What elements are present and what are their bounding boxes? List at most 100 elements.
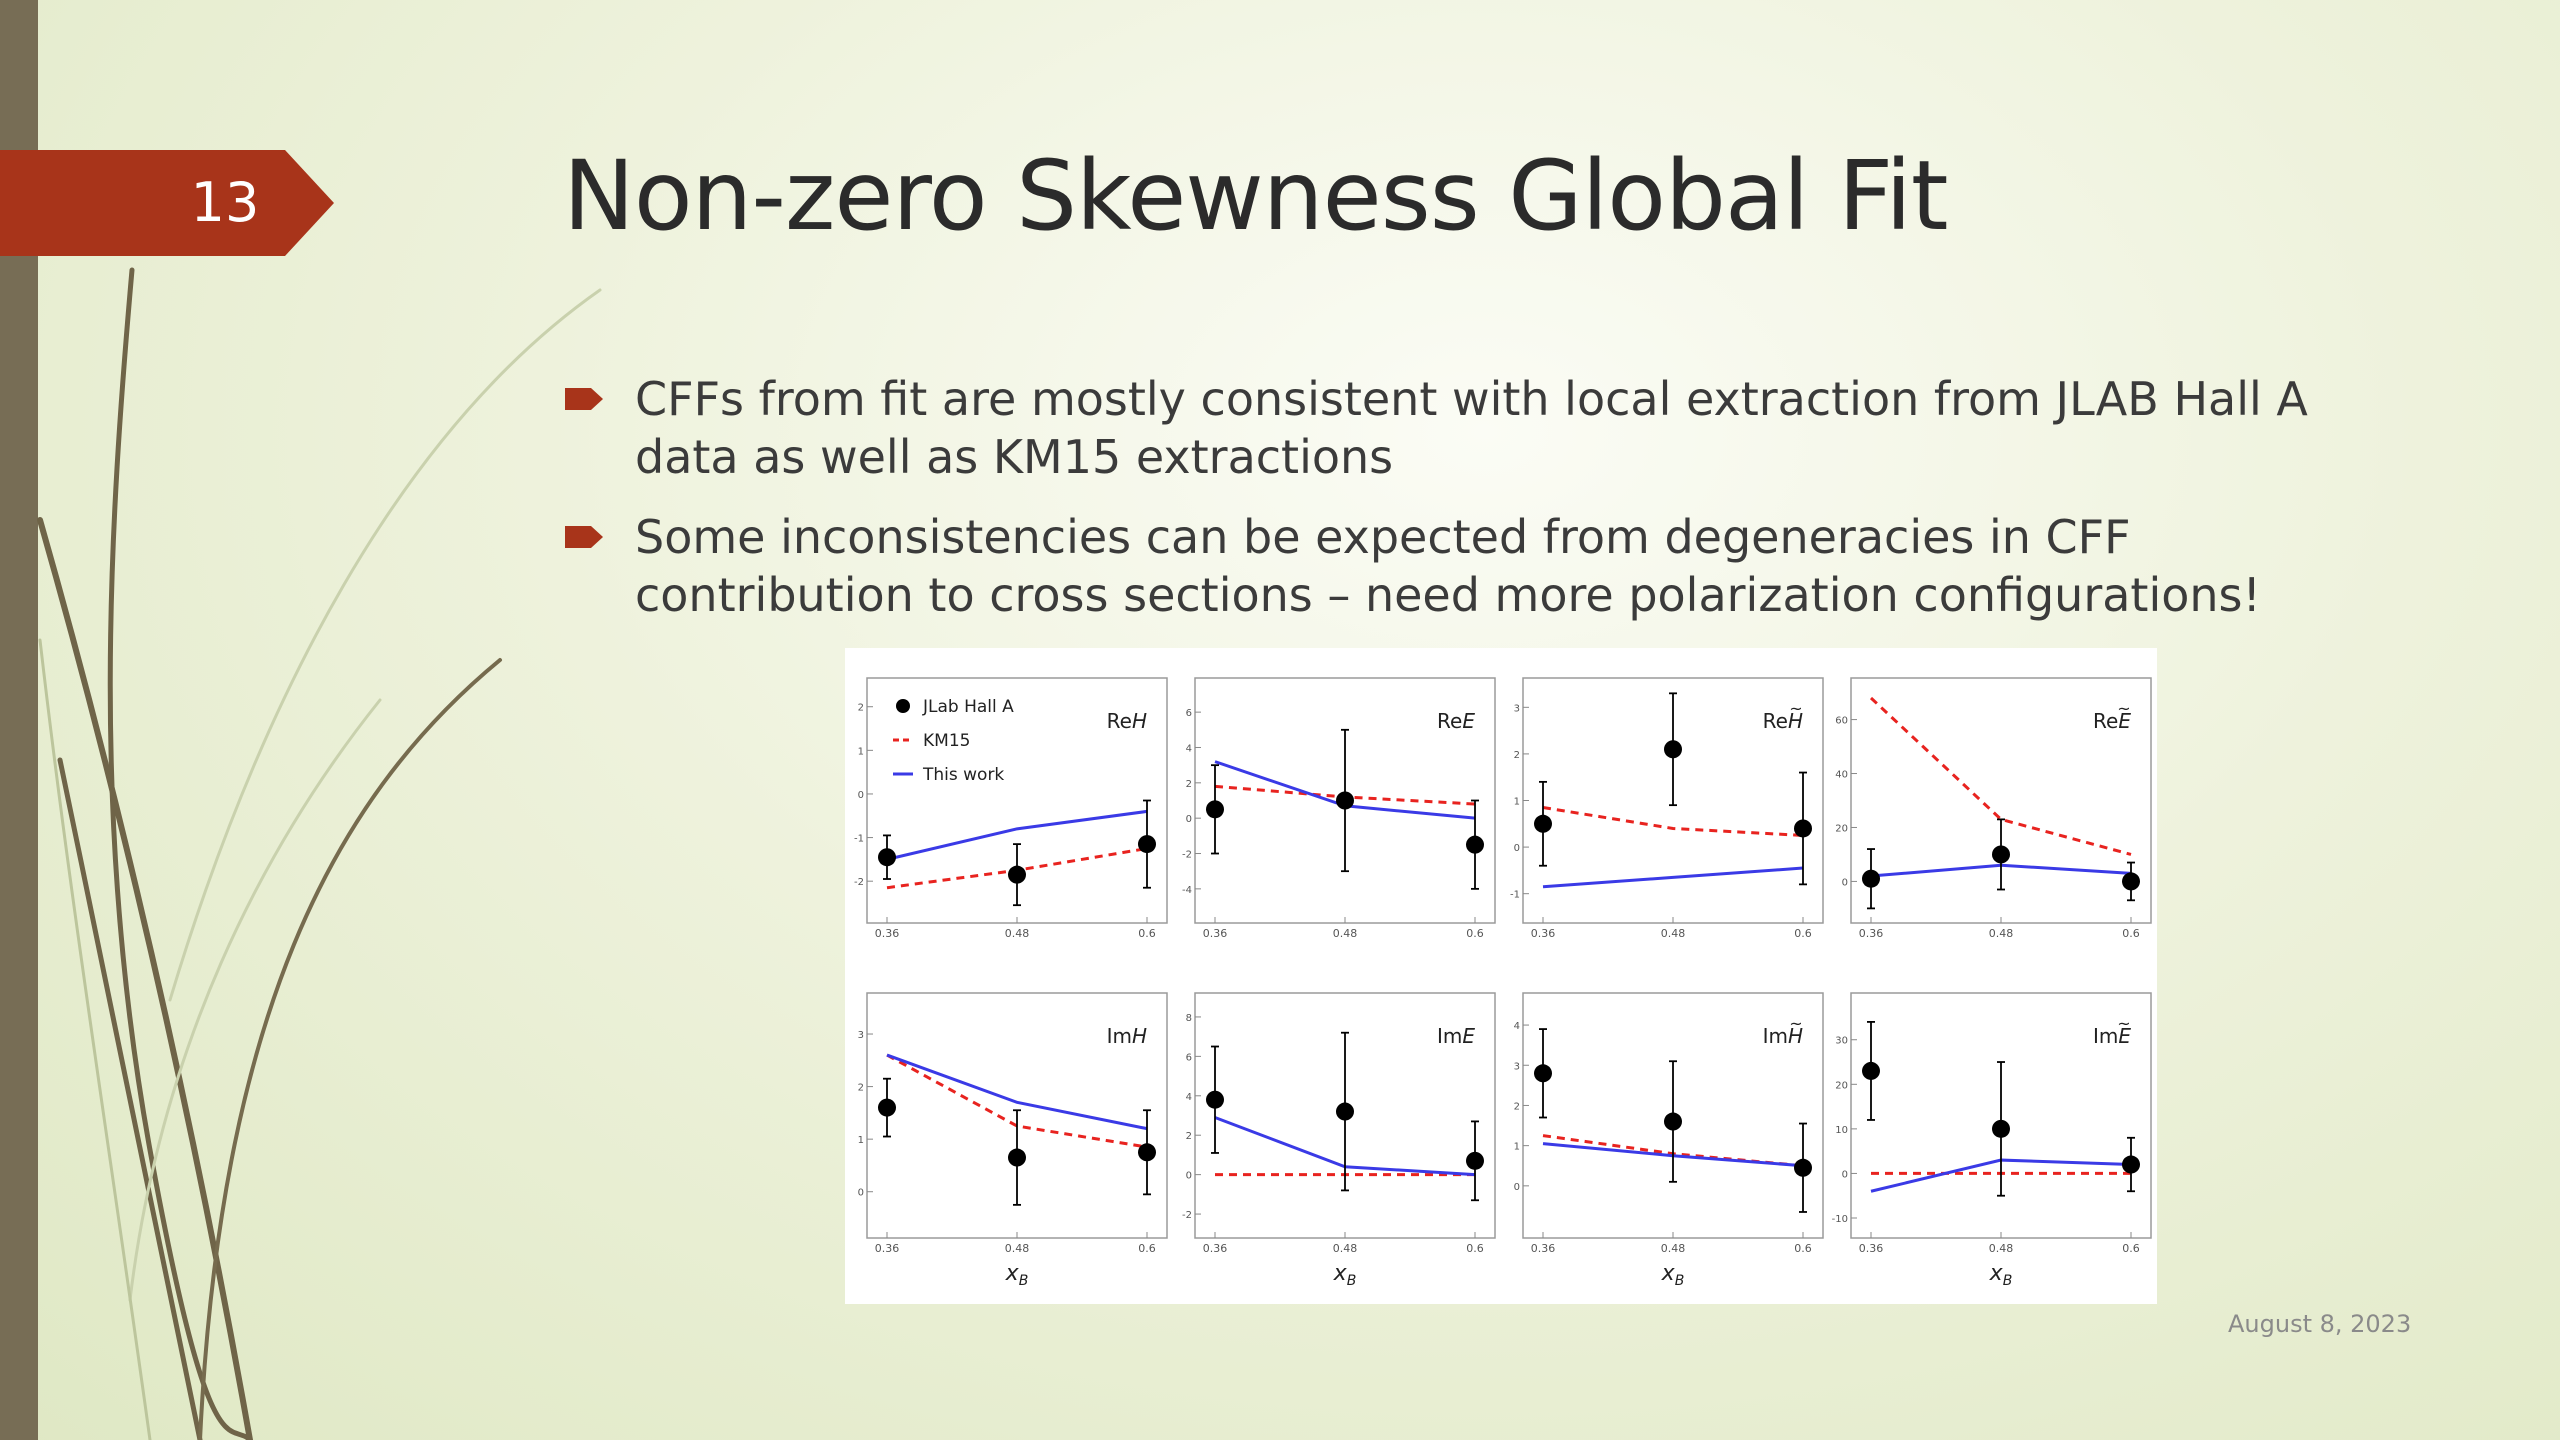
bullet-text: Some inconsistencies can be expected fro… <box>635 510 2261 622</box>
jlab-point <box>1466 835 1484 854</box>
y-tick-label: -2 <box>854 877 864 888</box>
panel-label: ReH <box>1763 709 1803 733</box>
x-tick-label: 0.48 <box>1989 927 2014 940</box>
x-tick-label: 0.48 <box>1005 1242 1030 1255</box>
jlab-point <box>1862 869 1880 888</box>
jlab-point <box>1992 845 2010 864</box>
y-tick-label: 3 <box>1514 1061 1520 1072</box>
x-tick-label: 0.6 <box>1138 1242 1156 1255</box>
y-tick-label: 20 <box>1835 1080 1848 1091</box>
jlab-point <box>1664 1112 1682 1131</box>
y-tick-label: 0 <box>1514 843 1520 854</box>
y-tick-label: 8 <box>1186 1013 1192 1024</box>
y-tick-label: 4 <box>1186 743 1192 754</box>
bullet-item: CFFs from fit are mostly consistent with… <box>563 370 2323 486</box>
tilde-mark: ~ <box>1789 1014 1802 1033</box>
x-tick-label: 0.6 <box>1138 927 1156 940</box>
chart-panel-imh-tilde: 0 1 2 3 4 0.36 0.48 0.6 ImH~ xB <box>1514 992 1824 1289</box>
y-tick-label: -10 <box>1832 1214 1848 1225</box>
y-tick-label: 1 <box>858 1135 864 1146</box>
y-tick-label: 20 <box>1835 823 1848 834</box>
chart-legend: JLab Hall A KM15 This work <box>893 697 1014 785</box>
x-tick-label: 0.48 <box>1333 927 1358 940</box>
y-tick-label: 0 <box>1186 1171 1192 1182</box>
legend-label: This work <box>922 765 1004 785</box>
x-tick-label: 0.6 <box>2122 927 2140 940</box>
panel-label: ImE <box>1437 1024 1475 1048</box>
x-axis-label: xB <box>1661 1261 1685 1289</box>
jlab-point <box>1794 819 1812 838</box>
y-tick-label: -4 <box>1182 885 1192 896</box>
y-tick-label: 1 <box>1514 1142 1520 1153</box>
this-work-line <box>886 1053 1148 1131</box>
y-tick-label: 3 <box>858 1030 864 1041</box>
x-tick-label: 0.36 <box>875 927 900 940</box>
jlab-point <box>1138 835 1156 854</box>
x-tick-label: 0.48 <box>1333 1242 1358 1255</box>
x-tick-label: 0.36 <box>1859 1242 1884 1255</box>
jlab-point <box>1336 1102 1354 1121</box>
jlab-point <box>1206 1090 1224 1109</box>
bullet-text: CFFs from fit are mostly consistent with… <box>635 372 2308 484</box>
y-tick-label: -2 <box>1182 850 1192 861</box>
y-tick-label: 2 <box>1186 779 1192 790</box>
panel-label: ImH <box>1107 1024 1147 1048</box>
y-tick-label: 2 <box>1514 750 1520 761</box>
y-tick-label: 0 <box>1186 814 1192 825</box>
cff-figure: -2 -1 0 1 2 0.36 0.48 0.6 ReH -4 -2 0 2 4 6 0.36 0.48 0.6… <box>845 648 2157 1304</box>
chart-panel-imh: 0 1 2 3 0.36 0.48 0.6 ImH xB <box>858 992 1168 1289</box>
y-tick-label: 0 <box>1514 1182 1520 1193</box>
bullet-list: CFFs from fit are mostly consistent with… <box>563 370 2323 646</box>
y-tick-label: -1 <box>1510 890 1520 901</box>
jlab-point <box>1534 814 1552 833</box>
panel-label: ImE <box>2093 1024 2131 1048</box>
y-tick-label: 2 <box>1186 1131 1192 1142</box>
chart-panel-ree-tilde: 0 20 40 60 0.36 0.48 0.6 ReE~ <box>1835 677 2152 940</box>
y-tick-label: 2 <box>858 1083 864 1094</box>
arrow-bullet-icon <box>565 388 603 410</box>
tilde-mark: ~ <box>1789 699 1802 718</box>
x-axis-label: xB <box>1333 1261 1357 1289</box>
x-tick-label: 0.6 <box>1794 927 1812 940</box>
jlab-point <box>1794 1158 1812 1177</box>
y-tick-label: 60 <box>1835 716 1848 727</box>
y-tick-label: 40 <box>1835 770 1848 781</box>
x-tick-label: 0.36 <box>875 1242 900 1255</box>
y-tick-label: 2 <box>1514 1101 1520 1112</box>
chart-panel-ime-tilde: -10 0 10 20 30 0.36 0.48 0.6 ImE~ xB <box>1832 992 2152 1289</box>
x-tick-label: 0.36 <box>1203 927 1228 940</box>
jlab-point <box>1534 1064 1552 1083</box>
jlab-point <box>1862 1061 1880 1080</box>
y-tick-label: 4 <box>1514 1021 1520 1032</box>
km15-line <box>1542 806 1804 837</box>
x-tick-label: 0.6 <box>1794 1242 1812 1255</box>
x-tick-label: 0.48 <box>1989 1242 2014 1255</box>
badge-shape <box>0 150 334 256</box>
chart-panel-reh-tilde: -1 0 1 2 3 0.36 0.48 0.6 ReH~ <box>1510 677 1824 940</box>
y-tick-label: 0 <box>858 1188 864 1199</box>
x-tick-label: 0.36 <box>1203 1242 1228 1255</box>
bullet-item: Some inconsistencies can be expected fro… <box>563 508 2323 624</box>
x-tick-label: 0.48 <box>1661 927 1686 940</box>
tilde-mark: ~ <box>2117 699 2130 718</box>
x-axis-label: xB <box>1989 1261 2013 1289</box>
x-tick-label: 0.6 <box>1466 1242 1484 1255</box>
jlab-point <box>1206 800 1224 819</box>
this-work-line <box>1542 866 1804 889</box>
chart-panel-ime: -2 0 2 4 6 8 0.36 0.48 0.6 ImE xB <box>1182 992 1496 1289</box>
legend-label: JLab Hall A <box>922 697 1014 717</box>
arrow-bullet-icon <box>565 526 603 548</box>
y-tick-label: 30 <box>1835 1036 1848 1047</box>
jlab-point <box>1008 1148 1026 1167</box>
jlab-point <box>1466 1151 1484 1170</box>
jlab-point <box>2122 1155 2140 1174</box>
km15-line <box>886 1053 1148 1149</box>
y-tick-label: 2 <box>858 703 864 714</box>
y-tick-label: 4 <box>1186 1092 1192 1103</box>
y-tick-label: 0 <box>1842 877 1848 888</box>
chart-panel-reh: -2 -1 0 1 2 0.36 0.48 0.6 ReH <box>854 677 1168 940</box>
y-tick-label: 0 <box>1842 1169 1848 1180</box>
jlab-point <box>1008 865 1026 884</box>
chart-panel-ree: -4 -2 0 2 4 6 0.36 0.48 0.6 ReE <box>1182 677 1496 940</box>
